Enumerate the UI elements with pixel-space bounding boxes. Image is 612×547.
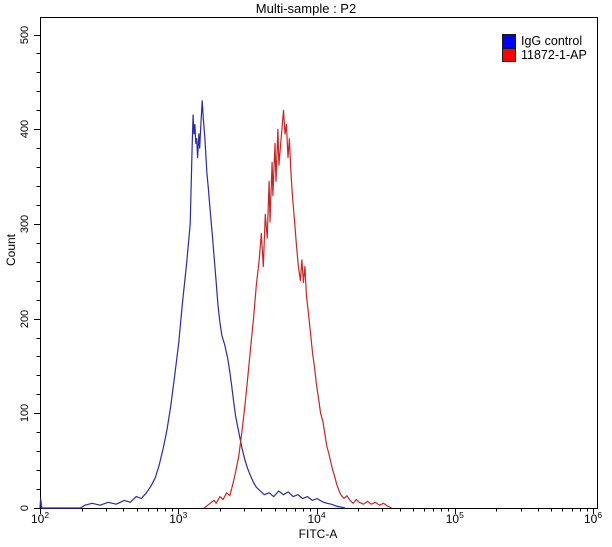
legend-swatch-blue <box>502 34 516 48</box>
x-tick-exponent: 3 <box>182 510 188 520</box>
x-tick-label: 104 <box>307 510 326 526</box>
histogram-curve-antibody <box>203 109 392 509</box>
x-axis-label: FITC-A <box>298 527 338 541</box>
legend: IgG control 11872-1-AP <box>502 34 587 62</box>
y-axis-label: Count <box>4 233 18 267</box>
y-tick-label: 400 <box>19 120 31 139</box>
y-tick-label: 200 <box>19 309 31 328</box>
y-tick-label: 500 <box>19 25 31 44</box>
legend-swatch-red <box>502 48 516 62</box>
x-tick-exponent: 6 <box>597 510 603 520</box>
x-tick-label: 103 <box>169 510 188 526</box>
x-tick-label: 105 <box>445 510 464 526</box>
x-tick-exponent: 5 <box>459 510 464 520</box>
x-tick-label: 106 <box>583 510 603 526</box>
legend-item-antibody: 11872-1-AP <box>502 48 587 62</box>
plot-border <box>40 17 598 509</box>
legend-label: IgG control <box>521 34 583 48</box>
y-tick-label: 100 <box>19 404 31 423</box>
chart-title: Multi-sample : P2 <box>255 1 357 16</box>
y-tick-label: 0 <box>19 504 31 512</box>
histogram-curve-igg-control <box>39 100 346 509</box>
x-tick-exponent: 2 <box>44 510 50 520</box>
y-tick-label: 300 <box>19 214 31 234</box>
legend-label: 11872-1-AP <box>521 48 587 62</box>
x-tick-label: 102 <box>30 510 50 526</box>
x-tick-exponent: 4 <box>320 510 326 520</box>
legend-item-igg-control: IgG control <box>502 34 587 48</box>
